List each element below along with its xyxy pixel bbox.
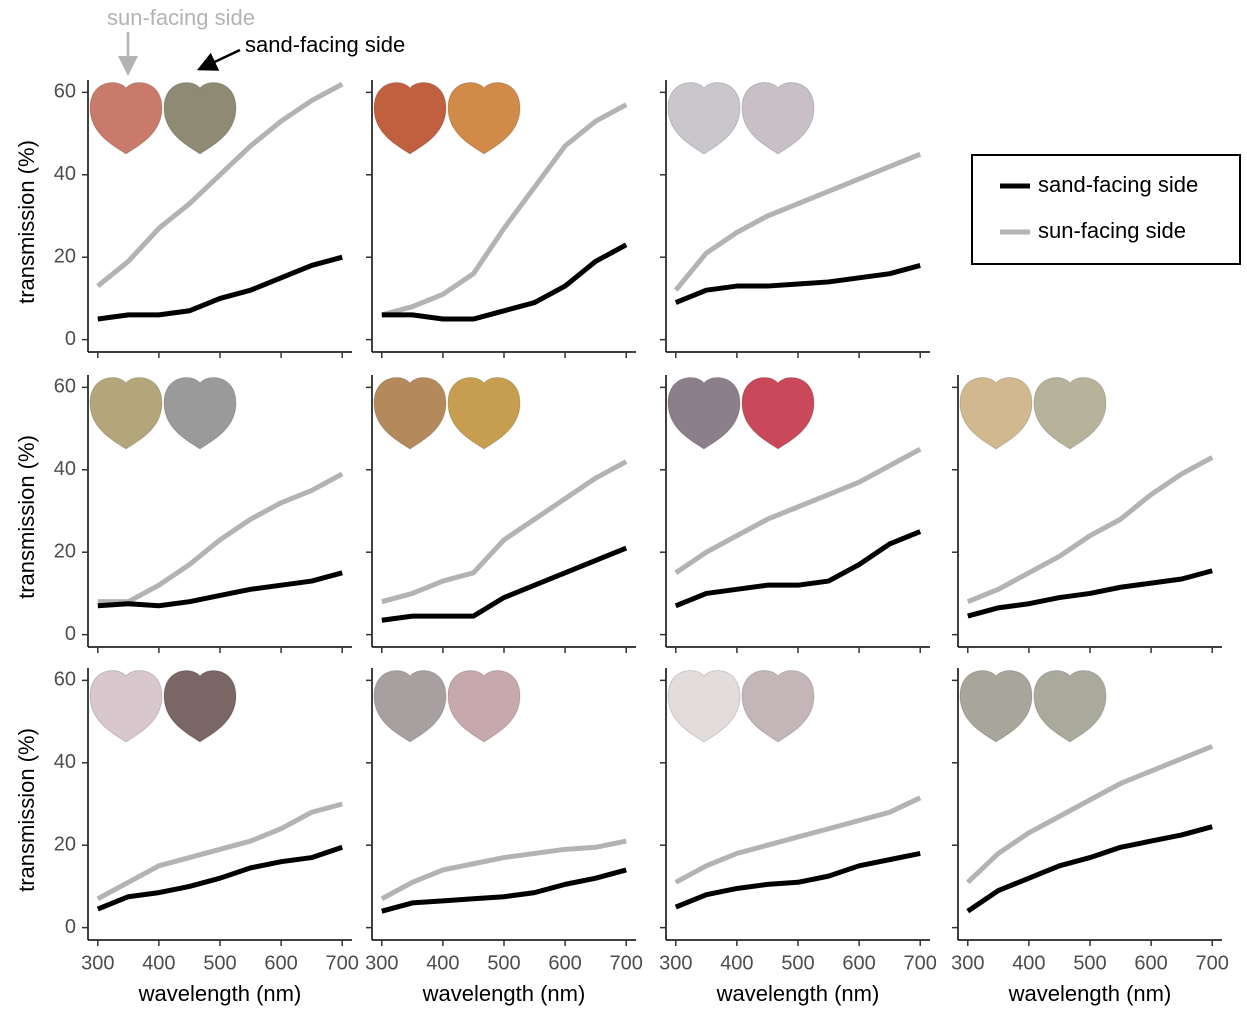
shell-image: [164, 378, 236, 449]
x-tick-label: 400: [720, 952, 753, 974]
shell-image: [668, 671, 740, 742]
line-series: [676, 449, 920, 573]
x-axis-label: wavelength (nm): [422, 981, 586, 1006]
y-axis-label: transmission (%): [14, 435, 39, 599]
shell-image: [448, 378, 520, 449]
x-tick-label: 500: [1073, 952, 1106, 974]
shell-image: [668, 378, 740, 449]
y-tick-label: 60: [54, 376, 76, 398]
shell-image: [164, 671, 236, 742]
x-tick-label: 500: [487, 952, 520, 974]
x-tick-label: 400: [426, 952, 459, 974]
shell-image: [374, 671, 446, 742]
y-tick-label: 20: [54, 833, 76, 855]
shell-image: [960, 671, 1032, 742]
shell-image: [742, 83, 814, 154]
line-series: [968, 571, 1212, 616]
annotation: sand-facing side: [245, 32, 405, 57]
x-tick-label: 700: [904, 952, 937, 974]
x-tick-label: 700: [610, 952, 643, 974]
shell-image: [90, 671, 162, 742]
x-tick-label: 600: [264, 952, 297, 974]
y-tick-label: 40: [54, 751, 76, 773]
line-series: [382, 548, 626, 620]
x-tick-label: 300: [365, 952, 398, 974]
y-tick-label: 0: [65, 328, 76, 350]
shell-image: [448, 83, 520, 154]
shell-image: [448, 671, 520, 742]
line-series: [382, 841, 626, 899]
annotation: sun-facing side: [107, 5, 255, 30]
y-tick-label: 20: [54, 245, 76, 267]
line-series: [676, 265, 920, 302]
shell-image: [742, 671, 814, 742]
y-axis-label: transmission (%): [14, 140, 39, 304]
y-tick-label: 40: [54, 458, 76, 480]
shell-image: [374, 378, 446, 449]
shell-image: [1034, 671, 1106, 742]
line-series: [98, 804, 342, 899]
line-series: [382, 462, 626, 602]
x-tick-label: 600: [1134, 952, 1167, 974]
x-tick-label: 500: [203, 952, 236, 974]
x-tick-label: 600: [842, 952, 875, 974]
shell-image: [90, 378, 162, 449]
shell-image: [1034, 378, 1106, 449]
x-axis-label: wavelength (nm): [138, 981, 302, 1006]
x-tick-label: 400: [1012, 952, 1045, 974]
line-series: [968, 827, 1212, 911]
y-tick-label: 0: [65, 916, 76, 938]
y-tick-label: 40: [54, 163, 76, 185]
line-series: [676, 154, 920, 290]
legend-label: sun-facing side: [1038, 218, 1186, 243]
line-series: [968, 746, 1212, 882]
y-axis-label: transmission (%): [14, 728, 39, 892]
y-tick-label: 60: [54, 669, 76, 691]
line-series: [382, 870, 626, 911]
x-axis-label: wavelength (nm): [1008, 981, 1172, 1006]
annotation-arrow: [206, 50, 240, 66]
x-tick-label: 300: [951, 952, 984, 974]
shell-image: [164, 83, 236, 154]
x-tick-label: 300: [81, 952, 114, 974]
figure: 0 20 40 60 transmission (%) 0 20 40 60 transmissi…: [0, 0, 1247, 1011]
x-axis-label: wavelength (nm): [716, 981, 880, 1006]
line-series: [676, 798, 920, 882]
x-tick-label: 700: [1196, 952, 1229, 974]
y-tick-label: 60: [54, 81, 76, 103]
x-tick-label: 400: [142, 952, 175, 974]
line-series: [382, 245, 626, 319]
x-tick-label: 700: [326, 952, 359, 974]
shell-image: [90, 83, 162, 154]
y-tick-label: 0: [65, 623, 76, 645]
shell-image: [960, 378, 1032, 449]
y-tick-label: 20: [54, 540, 76, 562]
x-tick-label: 300: [659, 952, 692, 974]
shell-image: [374, 83, 446, 154]
shell-image: [668, 83, 740, 154]
x-tick-label: 500: [781, 952, 814, 974]
x-tick-label: 600: [548, 952, 581, 974]
legend-label: sand-facing side: [1038, 172, 1198, 197]
line-series: [676, 532, 920, 606]
shell-image: [742, 378, 814, 449]
line-series: [98, 257, 342, 319]
